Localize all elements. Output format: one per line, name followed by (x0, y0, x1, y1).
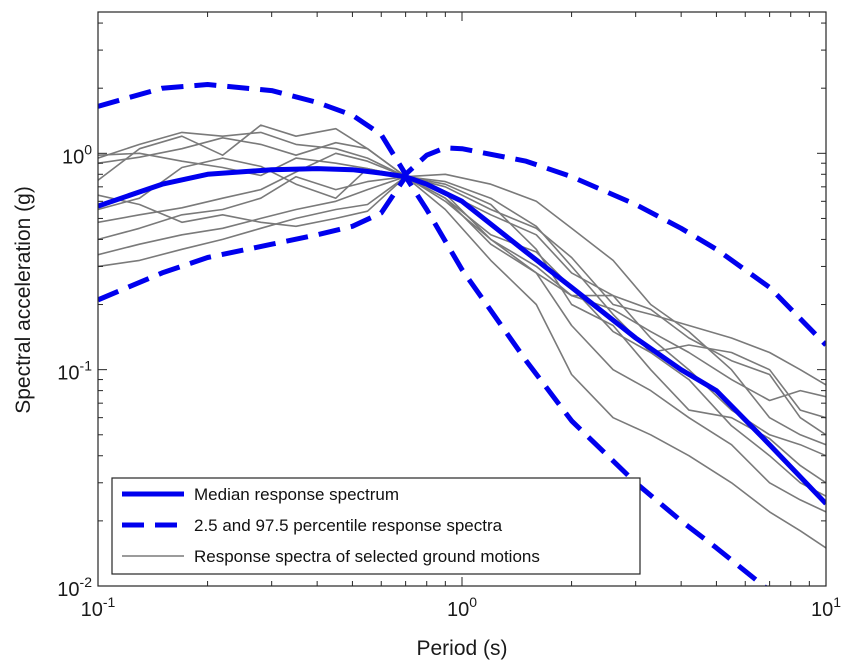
upper-percentile-line (98, 82, 826, 347)
y-tick-label: 10-1 (57, 358, 92, 385)
ground-motion-spectrum-line-7 (98, 175, 826, 513)
ground-motion-spectrum-line-8 (98, 175, 826, 549)
ground-motion-spectrum-line-1 (98, 152, 826, 402)
ground-motion-spectrum-line-4 (98, 157, 826, 419)
x-tick-label: 10-1 (81, 594, 116, 621)
y-axis-title: Spectral acceleration (g) (12, 186, 35, 414)
ground-motion-spectrum-line-10 (98, 131, 826, 497)
legend-box (111, 477, 641, 575)
x-tick-label: 101 (811, 594, 841, 621)
legend-label: 2.5 and 97.5 percentile response spectra (194, 516, 503, 535)
x-tick-label: 100 (447, 594, 477, 621)
lower-percentile-line (98, 174, 768, 586)
ground-motion-spectrum-line-6 (98, 175, 826, 484)
y-tick-label: 10-2 (57, 574, 92, 601)
y-tick-label: 100 (62, 141, 92, 168)
series-layer (98, 82, 826, 586)
legend: Median response spectrum 2.5 and 97.5 per… (111, 477, 641, 575)
legend-label: Median response spectrum (194, 485, 399, 504)
x-axis-title: Period (s) (416, 637, 507, 660)
ground-motion-spectrum-line-2 (98, 137, 826, 386)
ground-motion-spectrum-line-9 (98, 173, 826, 446)
median-spectrum-line (98, 166, 826, 506)
legend-label: Response spectra of selected ground moti… (194, 547, 540, 566)
